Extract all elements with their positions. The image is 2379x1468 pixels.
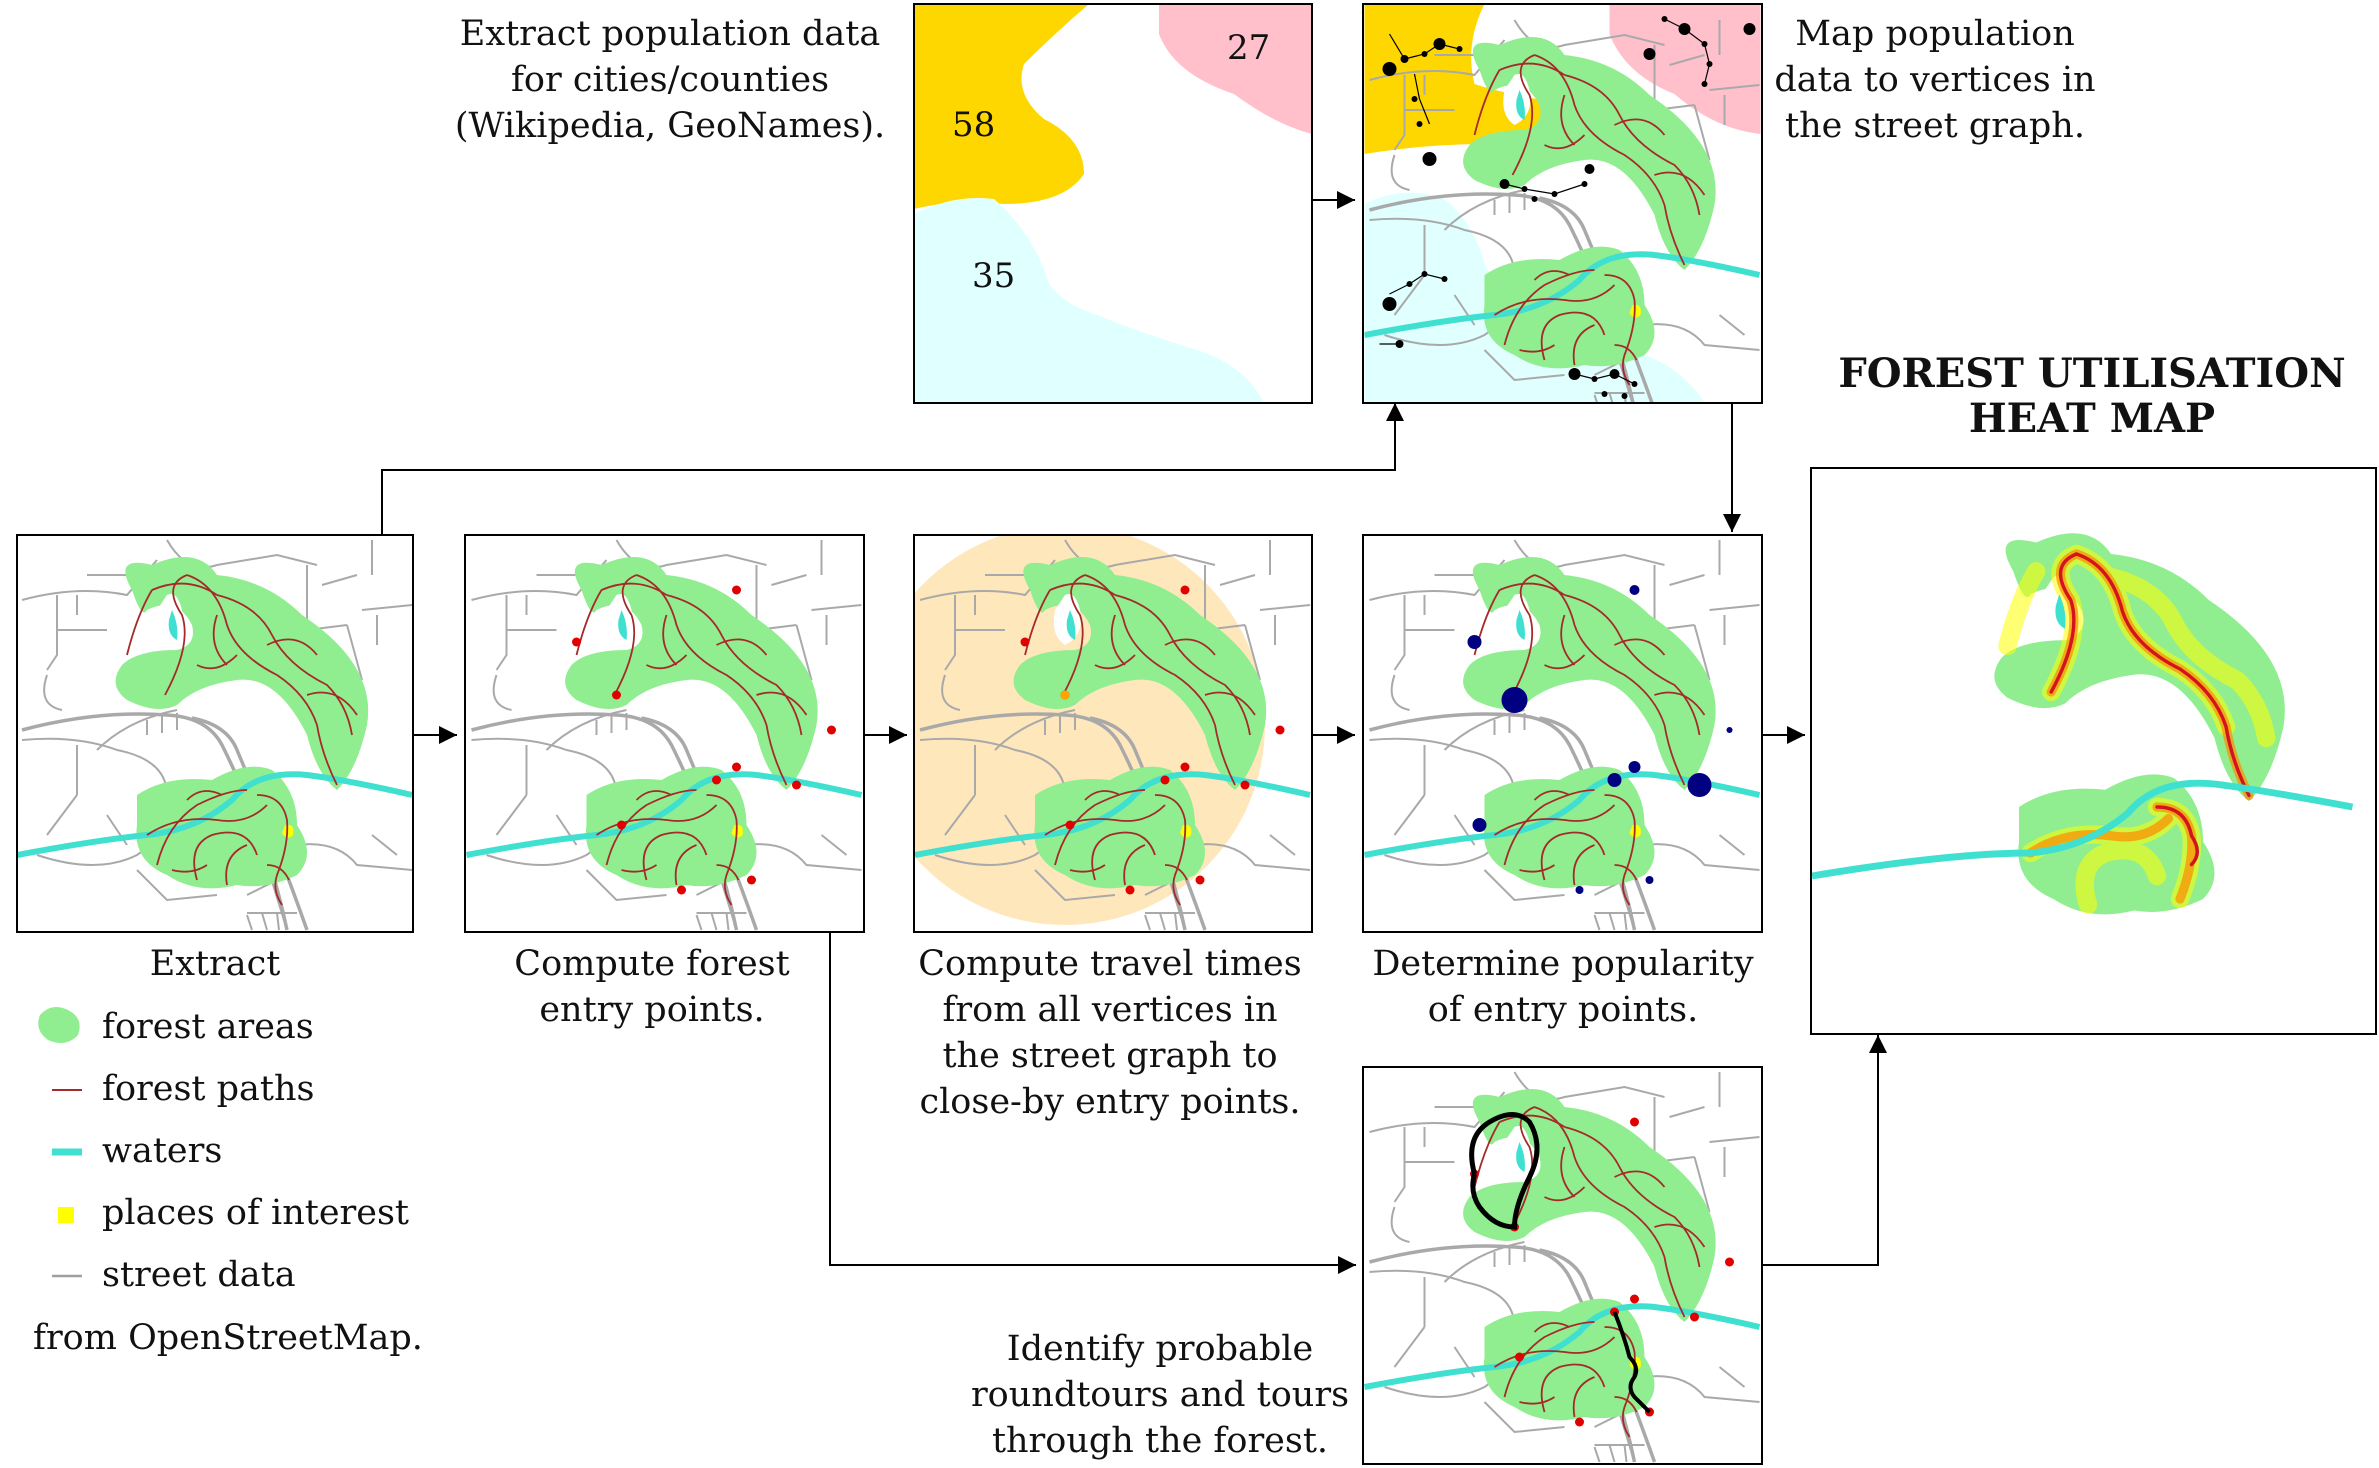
legend-footer: from OpenStreetMap. xyxy=(33,1318,423,1358)
region-value-b: 27 xyxy=(1227,28,1270,68)
region-value-a: 58 xyxy=(952,105,995,145)
diagram-title-line2: HEAT MAP xyxy=(1969,395,2215,442)
caption-map-pop-1: Map population xyxy=(1795,14,2075,54)
panel-population: 58 27 35 xyxy=(913,3,1313,404)
caption-entry-1: Compute forest xyxy=(514,944,789,984)
legend-label-paths: forest paths xyxy=(102,1069,314,1109)
legend-label-waters: waters xyxy=(102,1131,222,1171)
caption-extract: Extract xyxy=(150,944,281,984)
legend-label-forest: forest areas xyxy=(102,1007,314,1047)
caption-travel-1: Compute travel times xyxy=(918,944,1301,984)
legend-label-street: street data xyxy=(102,1255,296,1295)
panel-entry-points xyxy=(464,534,865,933)
caption-popularity-2: of entry points. xyxy=(1428,990,1698,1030)
caption-map-pop-2: data to vertices in xyxy=(1774,60,2095,100)
caption-travel-4: close-by entry points. xyxy=(920,1082,1301,1122)
caption-population-2: for cities/counties xyxy=(511,60,829,100)
flow-arrows xyxy=(381,191,1887,1274)
region-value-c: 35 xyxy=(972,256,1015,296)
forest-swatch-icon xyxy=(38,1006,80,1044)
panel-tours xyxy=(1362,1066,1763,1465)
caption-population-3: (Wikipedia, GeoNames). xyxy=(455,106,885,146)
caption-popularity-1: Determine popularity xyxy=(1372,944,1754,984)
diagram-title-line1: FOREST UTILISATION xyxy=(1838,350,2345,397)
caption-travel-2: from all vertices in xyxy=(942,990,1277,1030)
panel-heat-map xyxy=(1810,467,2377,1035)
caption-entry-2: entry points. xyxy=(539,990,764,1030)
panel-popularity xyxy=(1362,534,1763,933)
panel-travel-times xyxy=(913,534,1313,933)
panel-extract xyxy=(16,534,414,933)
panel-map-population xyxy=(1362,3,1763,404)
caption-tours-3: through the forest. xyxy=(992,1421,1328,1461)
legend-label-poi: places of interest xyxy=(102,1193,409,1233)
poi-square-icon xyxy=(58,1207,74,1223)
caption-tours-1: Identify probable xyxy=(1007,1329,1313,1369)
legend: forest areas forest paths waters places … xyxy=(33,1006,423,1358)
caption-travel-3: the street graph to xyxy=(942,1036,1277,1076)
caption-population-1: Extract population data xyxy=(460,14,880,54)
caption-map-pop-3: the street graph. xyxy=(1785,106,2085,146)
caption-tours-2: roundtours and tours xyxy=(971,1375,1349,1415)
